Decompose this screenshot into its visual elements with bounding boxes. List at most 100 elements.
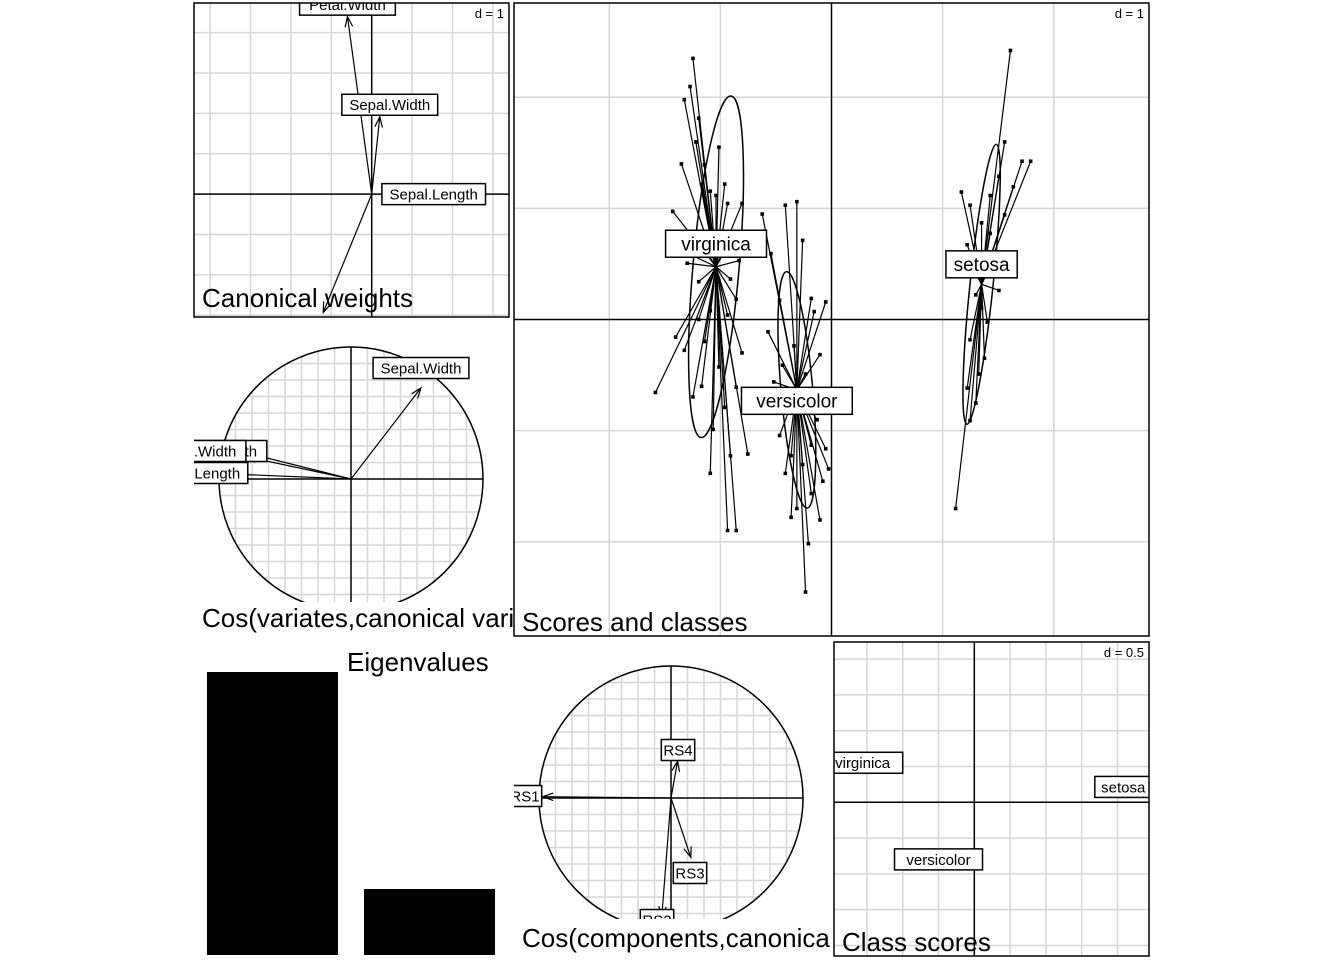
coscomp-arrow-0-head [541,792,554,802]
setosa-point [997,174,1001,178]
class-label-setosa-box [1094,775,1149,799]
virginica-star-line [715,266,731,280]
virginica-ellipse [687,95,745,439]
weights-arrow-3-shaft [322,193,373,313]
cosvar-label-1-box [194,439,247,463]
versicolor-star-line [796,301,827,391]
versicolor-star-line [796,298,812,390]
versicolor-point [777,298,782,302]
setosa-ellipse [962,143,1001,425]
cosvar-label-0-text: Sepal.Width [381,360,462,377]
setosa-star-line [975,284,983,404]
coscomp-label-0-box [514,784,543,808]
virginica-point [702,339,707,344]
versicolor-point [818,518,822,522]
coscomp-arrow-3-shaft [670,760,679,799]
virginica-star-line [683,266,717,351]
virginica-point [717,365,721,369]
weights-arrow-1-shaft [371,116,381,195]
versicolor-point [803,372,808,376]
virginica-point [685,261,689,266]
coscomp-label-1-box [639,908,675,919]
virginica-point [722,182,727,186]
coscomp-label-3-text: RS4 [663,742,692,759]
versicolor-star-line [793,345,798,390]
scores-frame [513,2,1150,637]
versicolor-star-line [796,389,810,544]
setosa-label-text: setosa [954,255,1010,276]
cosvar-label-0-box [372,356,470,380]
virginica-point [653,390,658,395]
virginica-point [740,201,744,206]
setosa-point [979,306,984,310]
versicolor-point [812,309,816,314]
weights-title: Canonical weights [202,283,413,313]
versicolor-point [780,363,785,368]
class-scale-label: d = 0.5 [1104,645,1144,660]
setosa-label-box [945,250,1018,279]
setosa-star-line [980,50,1012,285]
virginica-point [734,528,739,533]
virginica-point [725,528,730,533]
class-plot-area: setosa versicolor virginica [834,642,1149,956]
setosa-point [997,288,1001,293]
versicolor-point [783,203,788,208]
weights-label-2-text: Sepal.Length [389,187,477,204]
class-label-setosa-text: setosa [1101,779,1146,796]
class-title: Class scores [842,927,991,957]
setosa-point [985,320,990,324]
versicolor-star-line [796,311,815,390]
setosa-point [1002,140,1007,144]
setosa-star-line [980,284,986,359]
scores-scale-label: d = 1 [1115,6,1144,21]
setosa-point [1008,48,1013,53]
weights-arrow-0-head [344,14,354,28]
cosvar-label-1-text: Petal.Width [160,443,237,460]
virginica-point [673,335,678,339]
coscomp-arrow-2-head [683,846,692,860]
virginica-point [725,201,730,206]
virginica-point [702,162,707,167]
virginica-point [679,162,684,166]
virginica-point [717,145,721,149]
class-label-versicolor-text: versicolor [906,852,970,869]
canonical-weights-panel: Petal.Width Sepal.Width Sepal.Length d = 1 C… [193,2,510,318]
setosa-point [959,190,964,194]
versicolor-point [766,330,770,334]
eigenvalue-bar-2 [364,889,495,955]
setosa-point [965,386,969,390]
coscomp-arrow-0-shaft [542,796,672,799]
cosvar-arrow-0-head [411,386,423,399]
versicolor-point [821,479,825,484]
versicolor-point [760,212,765,216]
virginica-star-line [715,260,740,268]
weights-scale-label: d = 1 [475,6,504,21]
versicolor-star-line [796,240,804,390]
virginica-star-line [715,266,737,300]
virginica-point [691,395,695,399]
eigenvalues-title: Eigenvalues [347,647,489,677]
versicolor-point [795,199,799,204]
virginica-point [696,279,701,284]
virginica-star-line [709,266,717,474]
coscomp-arrow-1-shaft [661,797,672,917]
versicolor-point [823,446,828,451]
setosa-point [979,220,984,225]
versicolor-star-line [796,389,807,593]
coscomp-label-2-text: RS3 [675,865,704,882]
class-label-versicolor-box [893,848,984,871]
virginica-point [688,84,692,89]
versicolor-point [809,443,814,448]
cosvar-title-area: Cos(variates,canonical variates) [202,603,513,633]
coscomp-arrow-2-shaft [670,797,692,858]
coscomp-label-2-box [672,861,708,885]
group-setosa [953,48,1033,511]
cosvar-label-3-box [194,461,249,485]
setosa-star-line [981,283,1000,292]
virginica-point [708,471,713,476]
virginica-star-line [701,266,717,387]
virginica-label-box [664,229,768,258]
virginica-star-line [715,266,737,531]
virginica-star-line [687,262,717,268]
